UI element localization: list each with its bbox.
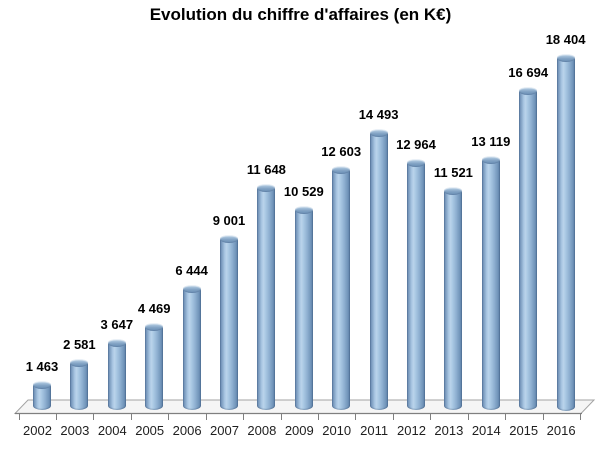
bar-value-label: 18 404 [545, 32, 586, 47]
x-axis-tick-label: 2005 [135, 423, 165, 438]
axis-tick [55, 414, 57, 420]
bar-value-label: 10 529 [283, 183, 324, 199]
bar-cylinder-top [369, 129, 388, 138]
bar-cylinder-top [33, 380, 51, 389]
bar-cylinder-top [481, 155, 500, 164]
x-axis-tick-label: 2007 [210, 423, 239, 438]
x-axis-tick-label: 2008 [247, 423, 277, 438]
bar-value-label: 16 694 [508, 64, 549, 80]
x-axis-tick-label: 2011 [360, 423, 389, 438]
bar-cylinder-top [145, 322, 164, 331]
bar-cylinder-top [332, 165, 351, 174]
bar-value-label: 2 581 [63, 337, 96, 353]
axis-tick [392, 414, 394, 420]
axis-tick [317, 414, 319, 420]
axis-tick [205, 414, 207, 420]
bar-cylinder [481, 159, 500, 411]
bar-value-label: 1 463 [25, 358, 59, 374]
bar-cylinder [220, 239, 238, 411]
bar-cylinder [33, 384, 51, 411]
axis-tick [280, 414, 282, 420]
bar-cylinder-top [556, 54, 575, 62]
bar-cylinder [332, 169, 351, 411]
chart-title: Evolution du chiffre d'affaires (en K€) [149, 5, 452, 24]
bar-cylinder [519, 90, 538, 411]
bar-cylinder-top [519, 86, 538, 95]
x-axis-tick-label: 2016 [546, 423, 576, 438]
axis-tick [467, 414, 469, 420]
bar-cylinder [107, 342, 126, 411]
x-axis-tick-label: 2002 [23, 423, 52, 438]
bar-value-label: 13 119 [471, 133, 511, 149]
x-axis-tick-label: 2003 [60, 423, 90, 438]
bar-cylinder-top [70, 359, 89, 368]
axis-tick [505, 414, 507, 420]
axis-tick [130, 414, 132, 420]
x-axis-tick-label: 2004 [97, 423, 127, 438]
bar-value-label: 12 964 [396, 136, 436, 152]
bar-cylinder-top [220, 235, 238, 244]
bar-value-label: 12 603 [321, 143, 362, 159]
bar-cylinder-top [257, 184, 276, 193]
x-axis-tick-label: 2010 [322, 423, 352, 438]
bar-cylinder [444, 190, 463, 411]
bar-cylinder [145, 326, 164, 411]
bar-cylinder [369, 133, 388, 411]
bar-value-label: 14 493 [358, 107, 399, 123]
bar-cylinder-top [407, 158, 425, 167]
axis-tick [355, 414, 357, 420]
axis-tick [542, 414, 544, 420]
bar-value-label: 6 444 [175, 262, 208, 278]
axis-tick [579, 414, 581, 420]
bar-cylinder [407, 162, 425, 411]
bar-cylinder-top [294, 205, 313, 214]
axis-tick [168, 414, 170, 420]
x-axis-tick-label: 2006 [172, 423, 202, 438]
x-axis-tick-label: 2015 [509, 423, 539, 438]
axis-tick [243, 414, 245, 420]
bar-value-label: 11 648 [246, 162, 286, 178]
bar-value-label: 3 647 [100, 316, 134, 332]
bar-cylinder [70, 363, 89, 411]
bar-cylinder [294, 209, 313, 411]
x-axis-tick-label: 2013 [434, 423, 464, 438]
x-axis-tick-label: 2009 [284, 423, 314, 438]
bar-value-label: 9 001 [212, 213, 246, 229]
x-axis-tick-label: 2012 [397, 423, 426, 438]
axis-tick [93, 414, 95, 420]
bar-value-label: 4 469 [137, 300, 171, 316]
axis-tick [430, 414, 432, 420]
bar-cylinder [257, 188, 276, 411]
bar-cylinder-top [182, 284, 201, 293]
bar-value-label: 11 521 [433, 164, 473, 180]
bar-cylinder [556, 58, 575, 411]
bar-cylinder-top [107, 338, 126, 347]
bar-cylinder-top [444, 186, 463, 195]
x-axis-tick-label: 2014 [471, 423, 501, 438]
axis-tick [18, 414, 20, 420]
bar-cylinder [182, 288, 201, 411]
